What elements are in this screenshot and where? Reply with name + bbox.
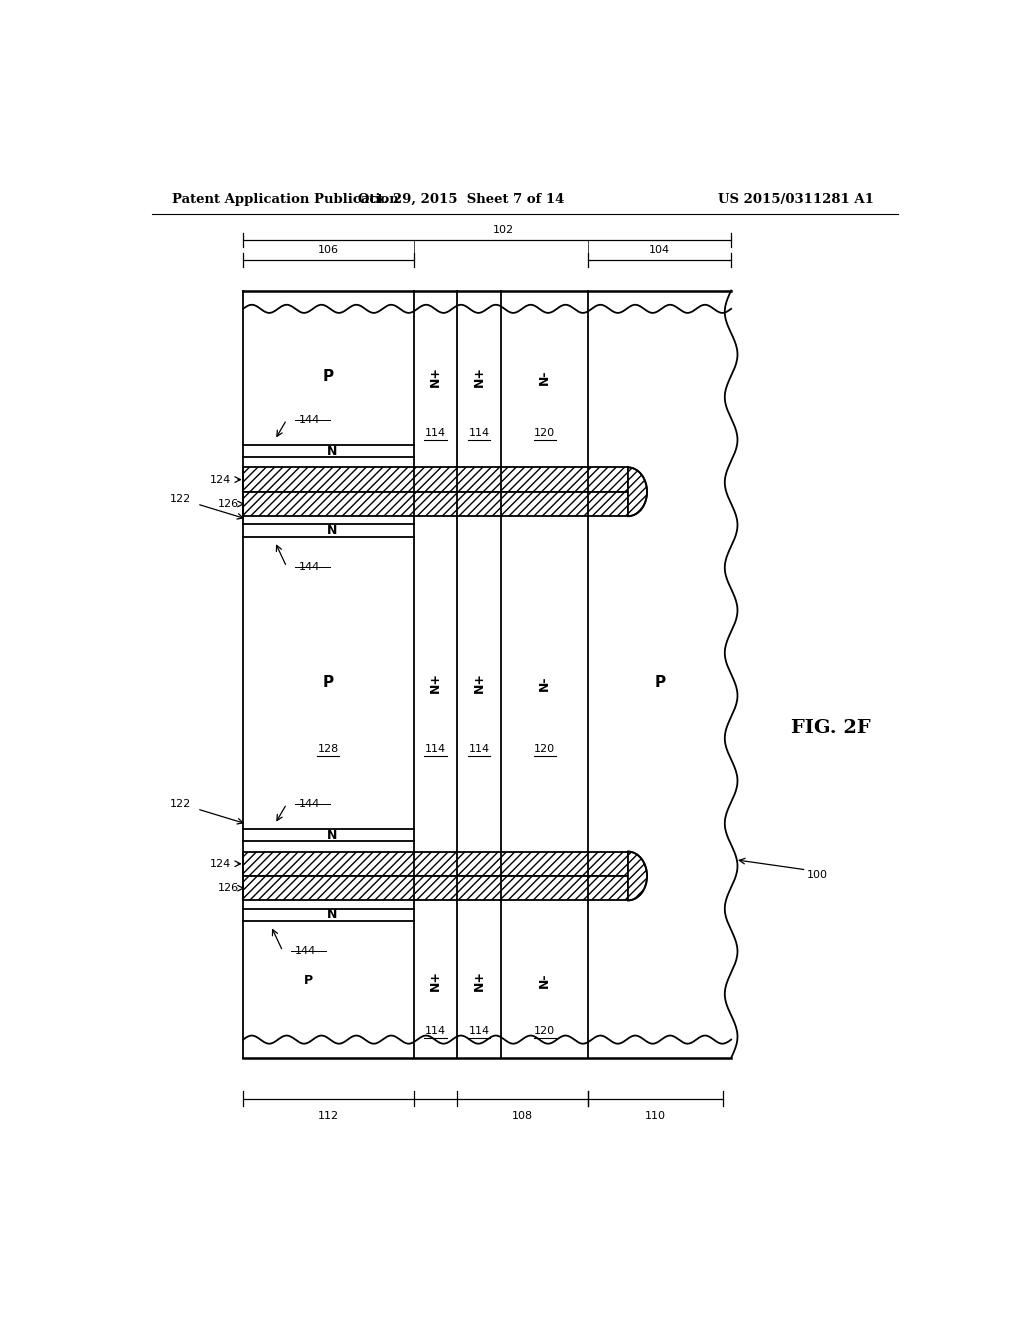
Text: Patent Application Publication: Patent Application Publication xyxy=(172,193,398,206)
Bar xyxy=(243,851,628,876)
Text: 114: 114 xyxy=(425,428,446,438)
Text: P: P xyxy=(654,676,666,690)
Text: 106: 106 xyxy=(317,246,339,255)
Wedge shape xyxy=(628,851,647,900)
Text: P: P xyxy=(323,676,334,690)
Bar xyxy=(243,876,628,900)
Text: 122: 122 xyxy=(170,799,191,809)
Text: 144: 144 xyxy=(299,562,319,572)
Text: 144: 144 xyxy=(295,946,316,956)
Text: FIG. 2F: FIG. 2F xyxy=(791,718,870,737)
Text: 114: 114 xyxy=(469,744,489,754)
Text: 114: 114 xyxy=(425,744,446,754)
Text: 124: 124 xyxy=(210,859,231,869)
Text: 128: 128 xyxy=(317,744,339,754)
Text: 108: 108 xyxy=(512,1110,534,1121)
Text: N+: N+ xyxy=(473,367,485,388)
Text: N: N xyxy=(327,829,338,842)
Text: 110: 110 xyxy=(645,1110,667,1121)
Text: 120: 120 xyxy=(535,428,555,438)
Text: N-: N- xyxy=(539,973,551,987)
Text: 120: 120 xyxy=(535,1026,555,1036)
Text: 126: 126 xyxy=(218,499,240,510)
Text: N+: N+ xyxy=(429,367,442,388)
Text: N: N xyxy=(327,908,338,921)
Text: 112: 112 xyxy=(317,1110,339,1121)
Text: 100: 100 xyxy=(807,870,827,880)
Text: 114: 114 xyxy=(425,1026,446,1036)
Text: 126: 126 xyxy=(218,883,240,894)
Bar xyxy=(243,467,628,492)
Text: P: P xyxy=(323,370,334,384)
Wedge shape xyxy=(628,467,647,516)
Text: 114: 114 xyxy=(469,428,489,438)
Text: US 2015/0311281 A1: US 2015/0311281 A1 xyxy=(718,193,873,206)
Text: N-: N- xyxy=(539,675,551,690)
Text: N+: N+ xyxy=(429,672,442,693)
Text: N+: N+ xyxy=(473,672,485,693)
Text: 120: 120 xyxy=(535,744,555,754)
Text: N: N xyxy=(327,445,338,458)
Text: Oct. 29, 2015  Sheet 7 of 14: Oct. 29, 2015 Sheet 7 of 14 xyxy=(358,193,564,206)
Text: 122: 122 xyxy=(170,494,191,504)
Text: 104: 104 xyxy=(649,246,671,255)
Text: P: P xyxy=(304,974,313,986)
Text: 144: 144 xyxy=(299,799,319,809)
Text: N-: N- xyxy=(539,370,551,384)
Text: N+: N+ xyxy=(429,970,442,990)
Text: 102: 102 xyxy=(493,224,514,235)
Text: 124: 124 xyxy=(210,475,231,484)
Text: N: N xyxy=(327,524,338,537)
Text: 144: 144 xyxy=(299,414,319,425)
Text: N+: N+ xyxy=(473,970,485,990)
Text: 114: 114 xyxy=(469,1026,489,1036)
Bar xyxy=(243,492,628,516)
